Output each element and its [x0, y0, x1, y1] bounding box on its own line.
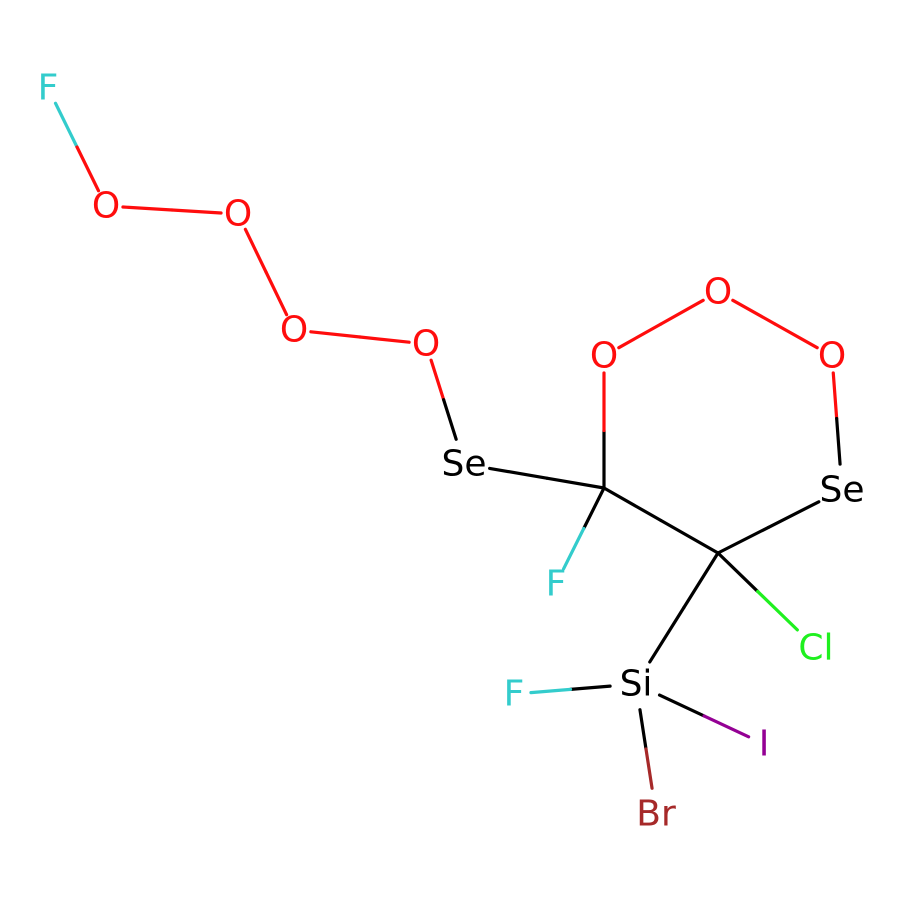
bond-c2-c1	[602, 486, 720, 555]
bond-c2-cl1	[716, 551, 799, 632]
bond-segment	[582, 486, 606, 530]
bond-segment	[702, 714, 751, 739]
bond-segment	[659, 518, 720, 555]
bond-layer	[53, 101, 842, 790]
atom-label-layer: F O O O O Se O O O Se F Cl Si F I Br	[38, 68, 865, 835]
bond-segment	[682, 551, 720, 610]
atom-label-o5: O	[590, 336, 618, 377]
bond-segment	[121, 205, 174, 212]
atom-label-i1: I	[759, 724, 770, 765]
atom-label-o6: O	[704, 272, 732, 313]
bond-segment	[442, 398, 458, 441]
bond-segment	[562, 526, 586, 571]
bond-segment	[716, 551, 760, 594]
bond-f1-o1	[53, 101, 101, 193]
atom-label-o4: O	[412, 324, 440, 365]
bond-segment	[659, 298, 705, 326]
atom-label-si1: Si	[620, 664, 653, 705]
bond-se1-c1	[488, 466, 606, 490]
bond-segment	[831, 371, 839, 421]
bond-segment	[243, 227, 268, 274]
bond-segment	[53, 101, 79, 149]
bond-segment	[773, 322, 819, 350]
bond-segment	[648, 605, 686, 664]
bond-segment	[716, 525, 771, 555]
atom-label-o3: O	[280, 310, 308, 351]
bond-si1-f3	[529, 684, 612, 695]
bond-segment	[264, 270, 289, 317]
atom-label-f3: F	[504, 674, 525, 715]
bond-segment	[731, 298, 777, 326]
bond-si1-i1	[657, 693, 751, 739]
bond-segment	[644, 747, 654, 790]
bond-segment	[429, 358, 446, 402]
bond-segment	[766, 500, 821, 529]
bond-se2-c2	[716, 500, 821, 555]
bond-segment	[602, 486, 663, 523]
bond-segment	[75, 145, 101, 193]
bond-segment	[309, 330, 362, 339]
atom-label-f1: F	[38, 68, 59, 109]
bond-o7-se2	[831, 371, 842, 466]
bond-segment	[638, 708, 648, 751]
atom-label-o7: O	[818, 336, 846, 377]
atom-label-o2: O	[224, 194, 252, 235]
bond-segment	[657, 693, 706, 718]
bond-segment	[617, 322, 663, 350]
bond-o1-o2	[121, 205, 223, 215]
bond-segment	[568, 684, 612, 691]
bond-o4-se1	[429, 358, 458, 441]
atom-label-o1: O	[92, 186, 120, 227]
bond-segment	[488, 466, 549, 480]
bond-segment	[835, 416, 842, 466]
atom-label-f2: F	[546, 564, 567, 605]
bond-o2-o3	[243, 227, 289, 317]
atom-label-br1: Br	[636, 794, 676, 835]
bond-segment	[170, 208, 223, 215]
bond-segment	[756, 589, 799, 632]
atom-label-se1: Se	[442, 444, 487, 485]
bond-c2-si1	[648, 551, 720, 664]
bond-si1-br1	[638, 708, 654, 790]
bond-c1-f2	[562, 486, 606, 571]
bond-o6-o7	[731, 298, 819, 350]
bond-o5-o6	[617, 298, 705, 350]
bond-segment	[545, 476, 606, 490]
atom-label-se2: Se	[820, 470, 865, 511]
bond-segment	[529, 687, 573, 695]
bond-o3-o4	[309, 330, 411, 344]
bond-segment	[358, 335, 411, 344]
atom-label-cl1: Cl	[798, 628, 833, 669]
